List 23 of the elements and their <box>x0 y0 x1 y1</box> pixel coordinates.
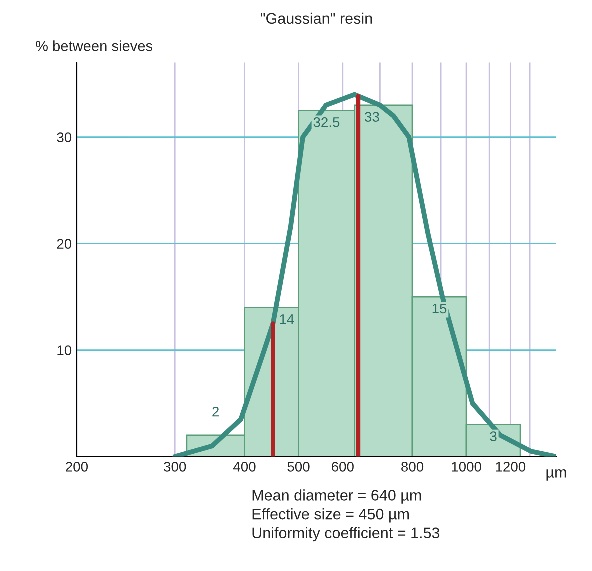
data-label: 2 <box>212 406 219 417</box>
data-label: 14 <box>280 314 294 324</box>
text: Mean diameter = 640 µm <box>252 490 422 504</box>
data-label: 15 <box>432 304 447 314</box>
data-label: 3 <box>490 432 497 442</box>
x-tick-label: 500 <box>288 462 310 472</box>
x-tick-label: 1000 <box>452 462 482 472</box>
data-label: 33 <box>365 112 380 122</box>
x-tick-label: 300 <box>164 462 186 472</box>
y-tick-label: 30 <box>57 132 72 143</box>
text: Uniformity coefficient = 1.53 <box>252 527 440 542</box>
x-tick-label: 1200 <box>496 462 526 472</box>
text: Effective size = 450 µm <box>252 508 410 523</box>
data-label: 32.5 <box>314 117 340 128</box>
chart-title: "Gaussian" resin <box>261 12 372 24</box>
x-tick-label: 800 <box>402 462 424 472</box>
y-tick-label: 10 <box>58 346 72 356</box>
y-axis-title: % between sieves <box>36 40 153 52</box>
x-tick-label: 400 <box>233 462 256 472</box>
x-tick-label: 600 <box>332 462 354 472</box>
x-axis-title: µm <box>546 470 566 481</box>
y-tick-label: 20 <box>57 239 72 249</box>
x-tick-label: 200 <box>66 462 88 472</box>
